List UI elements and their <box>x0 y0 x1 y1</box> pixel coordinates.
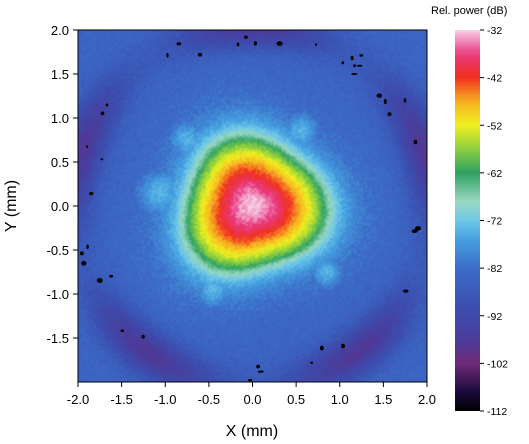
colorbar-ticks: -32 -42 -52 -62 -72 -82 -92 -102 -112 <box>480 25 508 418</box>
x-tick-label: 0.5 <box>287 392 305 407</box>
dropout-speckle <box>253 41 257 46</box>
y-tick-label: 0.5 <box>51 155 69 170</box>
colorbar-tick-label: -72 <box>487 216 502 228</box>
x-tick-label: 1.0 <box>331 392 349 407</box>
power-heatmap <box>78 30 427 382</box>
dropout-speckle <box>319 345 324 351</box>
y-axis-title: Y (mm) <box>3 180 20 232</box>
dropout-speckle <box>256 364 260 369</box>
x-tick-label: -1.5 <box>110 392 132 407</box>
x-tick-label: 0.0 <box>243 392 261 407</box>
dropout-speckle <box>96 278 103 283</box>
dropout-speckle <box>376 93 383 98</box>
dropout-speckle <box>176 42 182 46</box>
colorbar-tick-label: -112 <box>487 406 507 418</box>
dropout-speckle <box>415 226 421 231</box>
y-tick-label: -1.5 <box>47 331 69 346</box>
colorbar-tick-label: -102 <box>487 358 508 370</box>
dropout-speckle <box>248 379 253 382</box>
dropout-speckle <box>411 229 418 234</box>
dropout-speckle <box>351 73 358 75</box>
dropout-speckle <box>120 329 125 333</box>
colorbar-title: Rel. power (dB) <box>431 5 507 17</box>
dropout-speckle <box>86 145 89 149</box>
dropout-speckle <box>236 42 240 47</box>
dropout-speckle <box>310 361 313 364</box>
dropout-speckle <box>353 64 356 68</box>
y-axis: 2.0 1.5 1.0 0.5 0.0 -0.5 -1.0 -1.5 <box>47 23 78 346</box>
colorbar-tick-label: -32 <box>487 25 502 37</box>
dropout-speckle <box>276 41 283 46</box>
dropout-speckle <box>341 343 345 349</box>
dropout-speckle <box>257 370 264 373</box>
dropout-speckle <box>315 43 318 46</box>
x-tick-label: -0.5 <box>198 392 220 407</box>
dropout-speckle <box>80 251 84 256</box>
dropout-speckle <box>100 158 104 161</box>
y-tick-label: -0.5 <box>47 243 69 258</box>
noise-speckles <box>80 35 421 382</box>
dropout-speckle <box>105 103 109 107</box>
dropout-speckle <box>359 54 364 57</box>
y-tick-label: -1.0 <box>47 287 69 302</box>
colorbar-gradient <box>455 30 480 411</box>
dropout-speckle <box>403 289 409 293</box>
dropout-speckle <box>403 98 407 103</box>
colorbar: Rel. power (dB) -32 -42 -52 -62 -72 -82 -92 -10… <box>431 5 508 418</box>
colorbar-tick-label: -62 <box>487 168 502 180</box>
dropout-speckle <box>86 244 89 249</box>
x-axis-title: X (mm) <box>226 423 278 440</box>
dropout-speckle <box>341 61 345 65</box>
dropout-speckle <box>89 191 94 196</box>
dropout-speckle <box>356 64 363 67</box>
x-tick-label: -2.0 <box>67 392 89 407</box>
plot-area <box>77 29 428 383</box>
dropout-speckle <box>383 98 387 105</box>
dropout-speckle <box>350 55 354 61</box>
colorbar-tick-label: -52 <box>487 120 502 132</box>
dropout-speckle <box>141 334 145 339</box>
y-tick-label: 2.0 <box>51 23 69 38</box>
dropout-speckle <box>166 53 169 58</box>
colorbar-tick-label: -82 <box>487 263 502 275</box>
dropout-speckle <box>109 274 114 278</box>
y-tick-label: 0.0 <box>51 199 69 214</box>
y-tick-label: 1.5 <box>51 67 69 82</box>
x-tick-label: -1.0 <box>154 392 176 407</box>
y-tick-label: 1.0 <box>51 111 69 126</box>
dropout-speckle <box>387 112 392 117</box>
colorbar-tick-label: -92 <box>487 311 502 323</box>
x-tick-label: 1.5 <box>374 392 392 407</box>
dropout-speckle <box>81 260 87 266</box>
x-axis: -2.0 -1.5 -1.0 -0.5 0.0 0.5 1.0 1.5 2.0 <box>67 382 436 407</box>
dropout-speckle <box>197 52 203 57</box>
colorbar-tick-label: -42 <box>487 73 502 85</box>
x-tick-label: 2.0 <box>418 392 436 407</box>
dropout-speckle <box>100 111 105 116</box>
dropout-speckle <box>413 139 418 145</box>
dropout-speckle <box>244 35 248 39</box>
